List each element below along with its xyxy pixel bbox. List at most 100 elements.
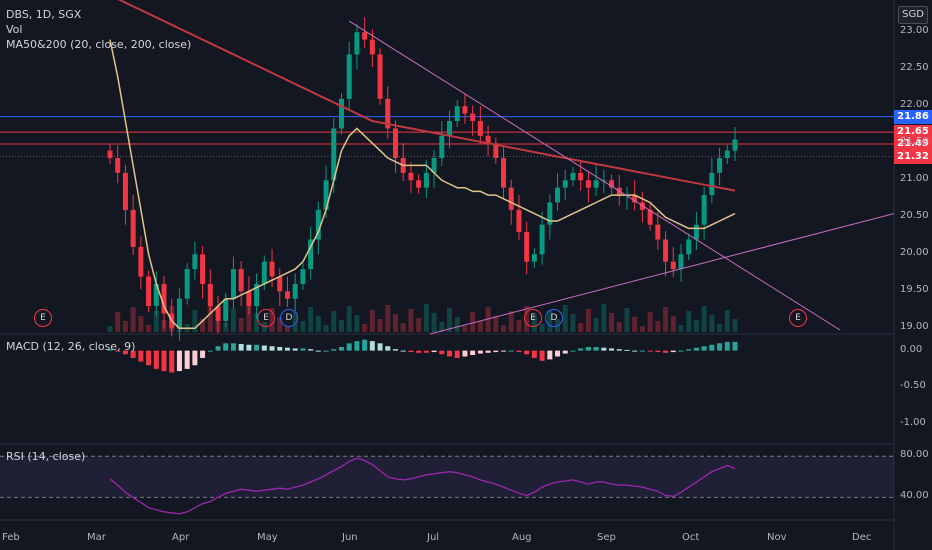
candle-body — [138, 246, 144, 277]
macd-histogram-bar — [223, 343, 229, 351]
time-tick-label: Aug — [512, 532, 532, 543]
candle-body — [585, 180, 591, 188]
candle-body — [331, 128, 337, 181]
volume-bar — [516, 320, 522, 332]
candle-body — [462, 106, 468, 114]
price-level-tag: 21.49 — [894, 136, 932, 151]
earnings-marker[interactable]: E — [524, 309, 542, 327]
macd-histogram-bar — [670, 350, 676, 353]
volume-bar — [200, 319, 206, 332]
currency-button[interactable]: SGD — [898, 6, 928, 24]
candle-body — [377, 54, 383, 99]
price-tick-label: 21.50 — [900, 136, 929, 148]
volume-bar — [609, 313, 615, 332]
macd-histogram-bar — [153, 350, 159, 369]
ma200-line — [117, 0, 736, 192]
candle-body — [647, 209, 653, 225]
volume-bar — [230, 309, 236, 332]
macd-histogram-bar — [246, 344, 252, 351]
volume-bar — [477, 321, 483, 332]
volume-bar — [138, 316, 144, 332]
candle-body — [508, 187, 514, 210]
macd-histogram-bar — [717, 343, 723, 351]
volume-bar — [585, 309, 591, 332]
volume-bar — [539, 324, 545, 332]
earnings-marker[interactable]: E — [34, 309, 52, 327]
candle-body — [501, 158, 507, 188]
candle-body — [223, 298, 229, 321]
candle-body — [701, 195, 707, 225]
macd-histogram-bar — [470, 350, 476, 356]
trendlines-layer — [348, 20, 895, 335]
volume-bar — [277, 317, 283, 332]
candle-body — [485, 135, 491, 144]
candle-body — [176, 298, 182, 329]
candle-body — [161, 283, 167, 314]
candle-body — [578, 172, 584, 181]
price-level-tag: 21.65 — [894, 125, 932, 140]
candle-body — [292, 283, 298, 299]
volume-bar — [632, 317, 638, 332]
candle-body — [493, 143, 499, 159]
macd-histogram-bar — [238, 344, 244, 351]
macd-tick-label: -1.00 — [900, 416, 926, 428]
volume-bar — [709, 315, 715, 332]
volume-bar — [624, 308, 630, 332]
macd-histogram-bar — [400, 350, 406, 352]
volume-bar — [354, 315, 360, 332]
volume-bar — [447, 308, 453, 332]
macd-histogram-bar — [439, 350, 445, 355]
candle-body — [369, 39, 375, 55]
macd-histogram-bar — [362, 339, 368, 351]
macd-histogram-bar — [547, 350, 553, 360]
time-tick-label: Jul — [427, 532, 440, 543]
macd-histogram-bar — [161, 350, 167, 372]
candle-body — [439, 135, 445, 159]
macd-histogram-bar — [115, 350, 121, 352]
candle-body — [385, 98, 391, 129]
macd-histogram-bar — [138, 350, 144, 362]
macd-histogram-bar — [254, 344, 260, 351]
macd-histogram-bar — [338, 346, 344, 351]
macd-histogram-bar — [454, 350, 460, 358]
ascending-trendline — [429, 213, 895, 335]
earnings-marker[interactable]: E — [789, 309, 807, 327]
price-tick-label: 22.00 — [900, 99, 929, 111]
candle-body — [315, 209, 321, 240]
price-tick-label: 19.00 — [900, 321, 929, 333]
volume-bar — [655, 321, 661, 332]
candle-body — [547, 202, 553, 225]
volume-bar — [570, 314, 576, 332]
macd-histogram-bar — [346, 343, 352, 351]
macd-histogram-bar — [477, 350, 483, 354]
volume-bar — [701, 306, 707, 332]
macd-histogram-bar — [632, 350, 638, 352]
macd-histogram-bar — [539, 350, 545, 361]
rsi-tick-label: 80.00 — [900, 449, 929, 461]
volume-bar — [192, 310, 198, 332]
time-tick-label: Nov — [767, 532, 787, 543]
volume-bar — [308, 307, 314, 332]
volume-bar — [470, 312, 476, 332]
dividend-marker[interactable]: D — [280, 309, 298, 327]
candle-body — [555, 187, 561, 203]
macd-histogram-bar — [724, 341, 730, 351]
earnings-marker[interactable]: E — [257, 309, 275, 327]
macd-histogram-bar — [485, 350, 491, 353]
macd-histogram-bar — [292, 348, 298, 351]
dividend-marker[interactable]: D — [545, 309, 563, 327]
volume-bar — [377, 319, 383, 332]
price-tick-label: 23.00 — [900, 25, 929, 37]
macd-tick-label: -0.50 — [900, 380, 926, 392]
candle-body — [408, 172, 414, 181]
candle-body — [354, 32, 360, 55]
candle-body — [362, 32, 368, 40]
volume-bar — [578, 323, 584, 332]
macd-histogram-bar — [385, 346, 391, 351]
macd-histogram-bar — [693, 347, 699, 351]
descending-trendline — [348, 20, 841, 331]
candle-body — [308, 239, 314, 270]
candle-body — [470, 113, 476, 122]
